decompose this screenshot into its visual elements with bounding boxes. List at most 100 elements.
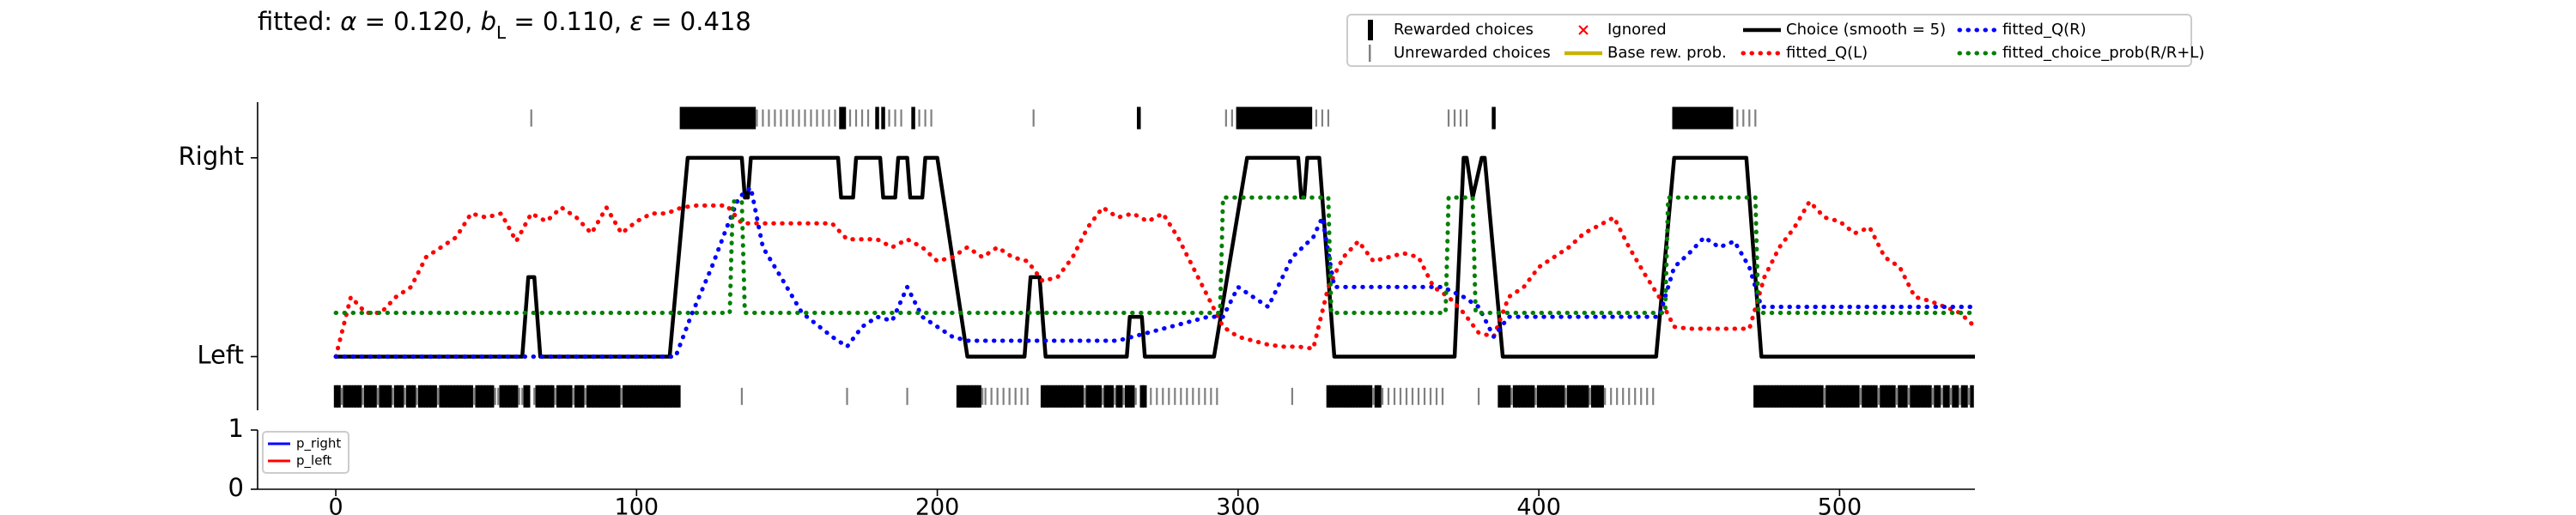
x-tick-label: 500: [1818, 494, 1862, 515]
choice-tick: [1717, 106, 1722, 130]
choice-tick: [507, 385, 513, 408]
choice-tick: [653, 385, 657, 408]
choice-tick: [533, 387, 536, 405]
choice-tick: [547, 385, 552, 408]
choice-tick: [1646, 387, 1649, 405]
choice-tick: [1293, 106, 1297, 130]
choice-tick: [924, 109, 927, 127]
choice-tick: [1321, 109, 1324, 127]
choice-tick: [1094, 385, 1099, 408]
choice-tick: [804, 109, 806, 127]
choice-tick: [725, 106, 729, 130]
title-part: b: [481, 7, 496, 36]
choice-tick: [1125, 385, 1129, 408]
choice-tick: [1916, 385, 1920, 408]
choice-tick: [1765, 385, 1770, 408]
choice-tick: [1584, 385, 1589, 408]
choice-tick: [1783, 385, 1788, 408]
choice-tick: [1907, 387, 1911, 405]
choice-tick: [1224, 109, 1227, 127]
choice-tick: [1789, 385, 1794, 408]
choice-tick: [854, 109, 858, 127]
choice-tick: [1302, 106, 1307, 130]
choice-tick: [745, 106, 750, 130]
choice-tick: [1272, 106, 1277, 130]
choice-tick: [661, 385, 666, 408]
choice-tick: [387, 385, 392, 408]
choice-tick: [906, 387, 908, 405]
choice-tick: [1180, 387, 1182, 405]
choice-tick: [530, 109, 532, 127]
choice-tick: [1687, 106, 1692, 130]
choice-tick: [577, 385, 582, 408]
choice-tick: [1278, 106, 1283, 130]
choice-tick: [501, 385, 507, 408]
choice-tick: [1296, 106, 1301, 130]
choice-tick: [715, 106, 720, 130]
choice-tick: [1622, 387, 1625, 405]
legend-swatch: [1368, 20, 1373, 40]
choice-tick: [1604, 387, 1607, 405]
choice-tick: [421, 385, 425, 408]
choice-tick: [617, 385, 621, 408]
choice-tick: [959, 385, 963, 408]
choice-tick: [373, 385, 377, 408]
title-part: L: [496, 22, 507, 43]
choice-tick: [556, 385, 561, 408]
choice-tick: [810, 109, 812, 127]
x-tick-label: 0: [328, 494, 343, 515]
choice-tick: [1942, 385, 1947, 408]
choice-tick: [1768, 385, 1773, 408]
choice-tick: [774, 109, 776, 127]
choice-tick: [1570, 385, 1574, 408]
choice-tick: [550, 385, 555, 408]
choice-tick: [1522, 385, 1526, 408]
choice-tick: [911, 106, 915, 130]
choice-tick: [1393, 387, 1396, 405]
choice-tick: [881, 106, 885, 130]
title-part: = 0.110,: [506, 7, 629, 36]
choice-tick: [1109, 385, 1114, 408]
choice-tick: [839, 106, 843, 130]
choice-tick: [721, 106, 726, 130]
choice-tick: [433, 385, 437, 408]
choice-tick: [586, 385, 591, 408]
choice-tick: [1777, 385, 1782, 408]
choice-tick: [1931, 387, 1935, 405]
choice-tick: [1356, 385, 1361, 408]
choice-tick: [1091, 385, 1096, 408]
choice-tick: [1257, 106, 1261, 130]
choice-tick: [1877, 387, 1880, 405]
title-part: = 0.418: [643, 7, 751, 36]
choice-tick: [1122, 387, 1125, 405]
choice-tick: [601, 385, 606, 408]
choice-tick: [477, 385, 483, 408]
choice-tick: [1287, 106, 1291, 130]
choice-tick: [1546, 385, 1550, 408]
choice-tick: [405, 385, 410, 408]
choice-tick: [1558, 385, 1562, 408]
choice-tick: [1291, 387, 1294, 405]
choice-tick: [643, 385, 648, 408]
choice-tick: [1263, 106, 1267, 130]
choice-tick: [355, 385, 359, 408]
choice-tick: [397, 385, 401, 408]
choice-tick: [1088, 385, 1093, 408]
choice-tick: [1423, 387, 1426, 405]
choice-tick: [1230, 109, 1233, 127]
choice-tick: [1888, 385, 1893, 408]
choice-tick: [1548, 385, 1553, 408]
choice-tick: [647, 385, 651, 408]
choice-tick: [1341, 385, 1346, 408]
choice-tick: [860, 109, 864, 127]
choice-tick: [1771, 385, 1776, 408]
choice-tick: [1949, 387, 1953, 405]
choice-tick: [595, 385, 600, 408]
choice-tick: [1236, 106, 1241, 130]
choice-tick: [709, 106, 714, 130]
choice-tick: [683, 106, 687, 130]
choice-tick: [473, 387, 476, 405]
choice-tick: [511, 385, 515, 408]
choice-tick: [977, 385, 981, 408]
